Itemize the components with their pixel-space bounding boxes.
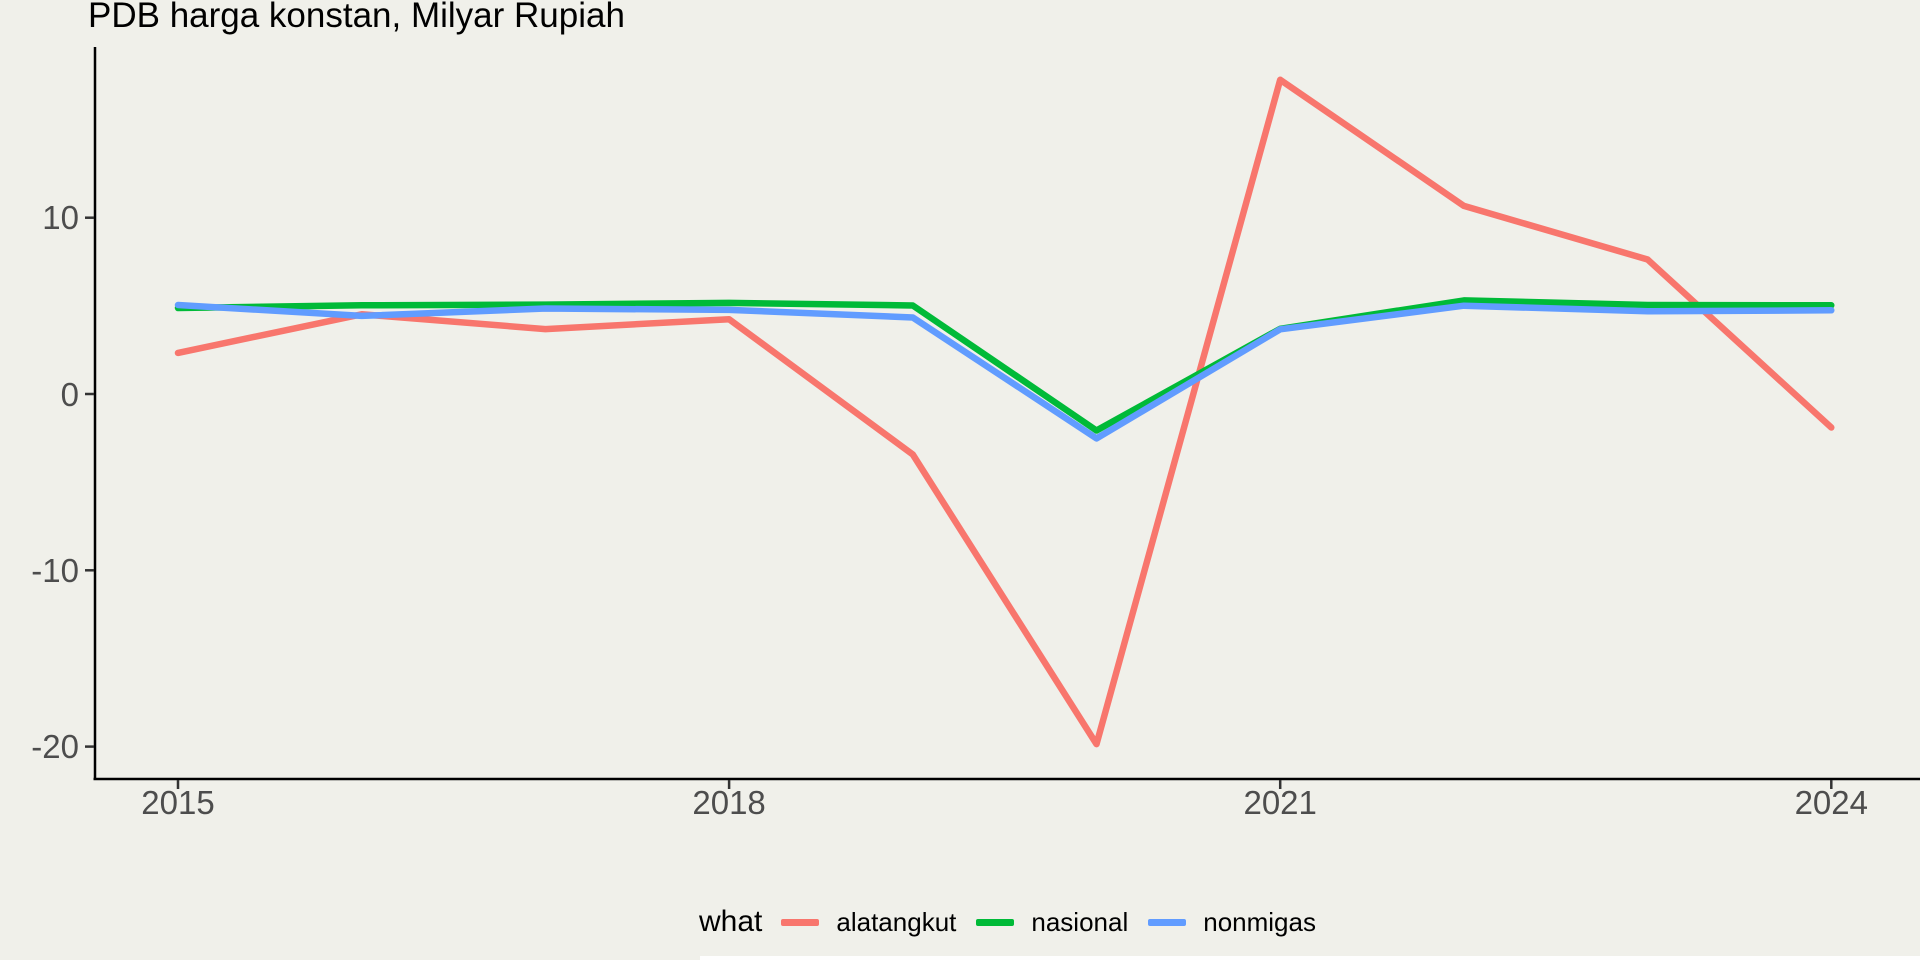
legend-item-alatangkut: alatangkut [781, 907, 956, 938]
axes [85, 47, 1920, 789]
legend-items: alatangkut nasional nonmigas [781, 907, 1316, 938]
y-tick-label: 10 [42, 199, 79, 237]
x-tick-label: 2021 [1243, 784, 1317, 821]
legend-swatch-nonmigas [1148, 918, 1187, 926]
legend-item-nonmigas: nonmigas [1148, 907, 1316, 938]
legend-label: nonmigas [1203, 906, 1316, 937]
legend-swatch-nasional [976, 918, 1015, 926]
y-tick-label: 0 [60, 375, 79, 413]
y-tick-label: -10 [31, 551, 79, 589]
series-line-nonmigas [174, 301, 1835, 442]
legend-item-nasional: nasional [976, 907, 1128, 938]
series-line-alatangkut [174, 76, 1835, 748]
x-tick-label: 2015 [141, 784, 215, 821]
x-tick-label: 2024 [1794, 784, 1868, 821]
legend: what alatangkut nasional nonmigas [95, 898, 1920, 946]
bottom-edge-strip [700, 956, 1920, 960]
x-tick-label: 2018 [692, 784, 766, 821]
data-series-lines [174, 76, 1835, 748]
legend-swatch-alatangkut [781, 918, 820, 926]
y-tick-label: -20 [31, 728, 79, 766]
legend-title: what [699, 905, 763, 938]
chart-title: PDB harga konstan, Milyar Rupiah [88, 0, 625, 35]
series-line-nasional [174, 297, 1835, 434]
legend-label: nasional [1031, 906, 1129, 937]
legend-label: alatangkut [836, 906, 957, 937]
